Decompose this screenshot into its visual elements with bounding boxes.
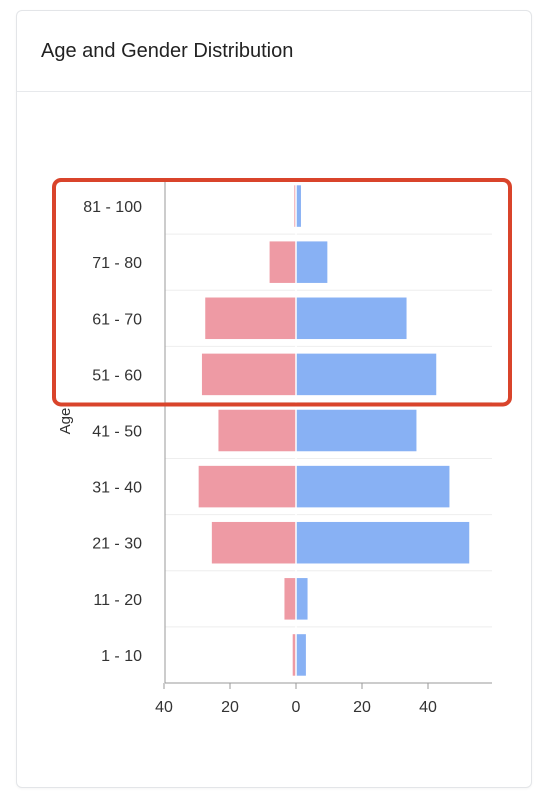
male-bar-0 [296,185,301,227]
female-bar-2 [205,297,296,340]
y-tick-label: 41 - 50 [92,424,142,441]
male-bar-2 [296,297,407,340]
male-bar-1 [296,241,328,283]
male-bar-6 [296,521,470,564]
male-bar-7 [296,578,308,620]
female-bar-6 [211,521,296,564]
y-tick-label: 61 - 70 [92,311,142,328]
x-tick-label: 20 [221,699,239,716]
female-bar-3 [201,353,296,396]
x-tick-label: 20 [353,699,371,716]
y-tick-label: 51 - 60 [92,367,142,384]
y-axis-title: Age [57,408,74,435]
female-bar-1 [269,241,296,283]
y-tick-label: 11 - 20 [93,592,142,609]
y-tick-label: 31 - 40 [92,480,142,497]
card-title: Age and Gender Distribution [41,40,294,62]
male-bar-3 [296,353,437,396]
x-tick-label: 40 [419,699,437,716]
female-bar-7 [284,578,296,620]
y-tick-label: 81 - 100 [83,199,142,216]
female-bar-0 [294,185,296,227]
female-bar-8 [292,634,296,676]
y-tick-label: 1 - 10 [101,648,142,665]
male-bar-4 [296,409,417,452]
card-header: Age and Gender Distribution [17,11,531,92]
y-tick-label: 21 - 30 [92,536,142,553]
x-tick-label: 0 [292,699,301,716]
highlight-box [52,178,512,407]
chart-card: Age and Gender Distribution [16,10,532,788]
male-bar-8 [296,634,306,676]
x-tick-label: 40 [155,699,173,716]
male-bar-5 [296,465,450,508]
y-tick-label: 71 - 80 [92,255,142,272]
female-bar-4 [218,409,296,452]
female-bar-5 [198,465,296,508]
